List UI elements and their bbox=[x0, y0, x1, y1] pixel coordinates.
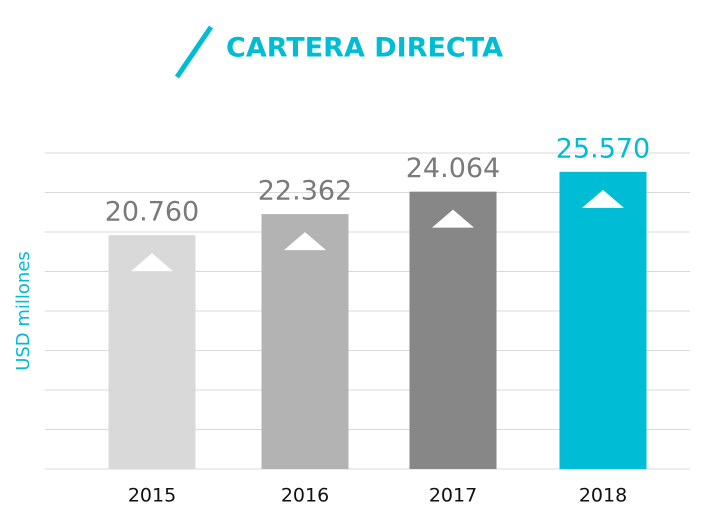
value-label: 22.362 bbox=[258, 176, 352, 207]
chart-title: CARTERA DIRECTA bbox=[226, 33, 503, 64]
bar-arrow bbox=[582, 189, 624, 208]
x-tick-label: 2016 bbox=[281, 485, 329, 507]
bar bbox=[261, 214, 349, 469]
y-axis-label: USD millones bbox=[13, 251, 34, 371]
bar bbox=[108, 235, 196, 469]
value-label: 25.570 bbox=[556, 133, 650, 164]
bar-arrow bbox=[432, 209, 474, 228]
bar bbox=[559, 171, 647, 469]
value-label: 24.064 bbox=[406, 153, 500, 184]
x-tick-label: 2017 bbox=[429, 485, 477, 507]
bar bbox=[409, 191, 497, 469]
bar-arrow bbox=[284, 232, 326, 251]
bar-arrow bbox=[131, 253, 173, 272]
x-tick-label: 2015 bbox=[128, 485, 176, 507]
value-label: 20.760 bbox=[105, 197, 199, 228]
x-tick-label: 2018 bbox=[579, 485, 627, 507]
title-slash bbox=[174, 25, 214, 79]
